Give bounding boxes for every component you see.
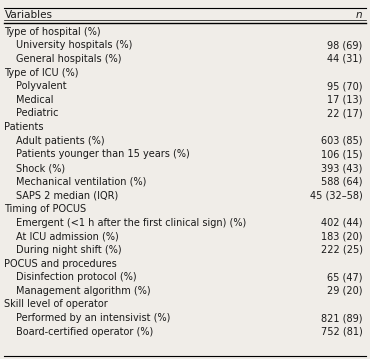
Text: 65 (47): 65 (47) — [327, 272, 363, 282]
Text: Type of ICU (%): Type of ICU (%) — [4, 67, 79, 78]
Text: Variables: Variables — [4, 10, 53, 20]
Text: Polyvalent: Polyvalent — [16, 81, 66, 91]
Text: 222 (25): 222 (25) — [320, 245, 363, 255]
Text: 393 (43): 393 (43) — [321, 163, 363, 173]
Text: Shock (%): Shock (%) — [16, 163, 65, 173]
Text: 402 (44): 402 (44) — [321, 218, 363, 228]
Text: Patients younger than 15 years (%): Patients younger than 15 years (%) — [16, 149, 189, 159]
Text: University hospitals (%): University hospitals (%) — [16, 40, 132, 50]
Text: At ICU admission (%): At ICU admission (%) — [16, 231, 118, 241]
Text: 821 (89): 821 (89) — [321, 313, 363, 323]
Text: Performed by an intensivist (%): Performed by an intensivist (%) — [16, 313, 170, 323]
Text: Skill level of operator: Skill level of operator — [4, 299, 108, 309]
Text: 29 (20): 29 (20) — [327, 286, 363, 296]
Text: 45 (32–58): 45 (32–58) — [310, 190, 363, 200]
Text: During night shift (%): During night shift (%) — [16, 245, 121, 255]
Text: 603 (85): 603 (85) — [321, 136, 363, 146]
Text: Board-certified operator (%): Board-certified operator (%) — [16, 327, 153, 337]
Text: 44 (31): 44 (31) — [327, 54, 363, 64]
Text: 588 (64): 588 (64) — [321, 177, 363, 187]
Text: 183 (20): 183 (20) — [321, 231, 363, 241]
Text: Timing of POCUS: Timing of POCUS — [4, 204, 87, 214]
Text: Type of hospital (%): Type of hospital (%) — [4, 27, 101, 37]
Text: Mechanical ventilation (%): Mechanical ventilation (%) — [16, 177, 146, 187]
Text: n: n — [356, 10, 363, 20]
Text: 752 (81): 752 (81) — [321, 327, 363, 337]
Text: 17 (13): 17 (13) — [327, 95, 363, 105]
Text: 95 (70): 95 (70) — [327, 81, 363, 91]
Text: Medical: Medical — [16, 95, 53, 105]
Text: General hospitals (%): General hospitals (%) — [16, 54, 121, 64]
Text: Pediatric: Pediatric — [16, 108, 58, 118]
Text: Emergent (<1 h after the first clinical sign) (%): Emergent (<1 h after the first clinical … — [16, 218, 246, 228]
Text: 106 (15): 106 (15) — [321, 149, 363, 159]
Text: Patients: Patients — [4, 122, 44, 132]
Text: Management algorithm (%): Management algorithm (%) — [16, 286, 150, 296]
Text: 98 (69): 98 (69) — [327, 40, 363, 50]
Text: Adult patients (%): Adult patients (%) — [16, 136, 104, 146]
Text: POCUS and procedures: POCUS and procedures — [4, 258, 117, 269]
Text: 22 (17): 22 (17) — [327, 108, 363, 118]
Text: Disinfection protocol (%): Disinfection protocol (%) — [16, 272, 136, 282]
Text: SAPS 2 median (IQR): SAPS 2 median (IQR) — [16, 190, 118, 200]
